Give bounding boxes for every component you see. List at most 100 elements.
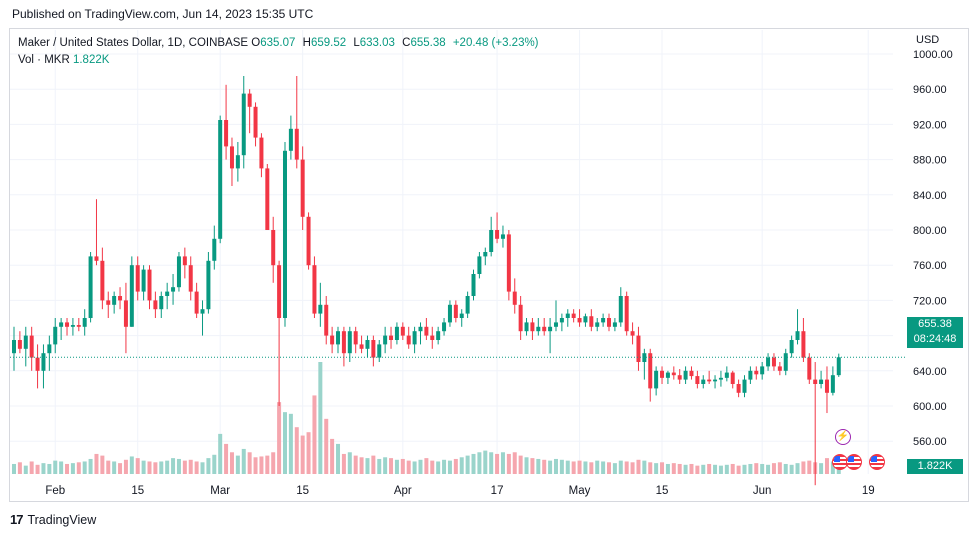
volume-bar (777, 462, 782, 474)
currency-label[interactable]: USD (916, 34, 940, 46)
candle-body (730, 372, 735, 384)
volume-bar (412, 461, 417, 474)
volume-bar (318, 362, 323, 474)
candle-body (294, 128, 299, 160)
candle-body (406, 335, 411, 345)
candle-body (795, 331, 800, 340)
price-tick-label: 1000.00 (913, 49, 953, 61)
volume-bar (459, 457, 464, 474)
candle-body (88, 256, 93, 318)
volume-bar (648, 462, 653, 474)
volume-bar (748, 463, 753, 474)
candle-body (182, 256, 187, 266)
footer-brand[interactable]: 17 TradingView (10, 512, 96, 527)
time-tick-label: May (569, 485, 591, 497)
volume-bar (229, 452, 234, 474)
volume-bar (442, 459, 447, 474)
candle-body (12, 340, 16, 354)
volume-bar (701, 464, 706, 474)
volume-bar (471, 453, 476, 474)
candle-body (65, 322, 70, 327)
candle-body (41, 353, 46, 371)
volume-bar (288, 413, 293, 474)
candle-body (571, 313, 576, 318)
volume-bar (200, 462, 205, 474)
candle-body (47, 344, 52, 354)
candle-body (506, 234, 511, 292)
symbol-title[interactable]: Maker / United States Dollar, 1D, COINBA… (18, 37, 249, 49)
volume-bar (76, 462, 81, 474)
candle-body (783, 353, 788, 371)
volume-bar (660, 462, 665, 474)
volume-bar (530, 458, 535, 474)
footer-brand-label: TradingView (27, 512, 97, 527)
us-flag-event-icon[interactable] (869, 454, 885, 470)
volume-bar (500, 452, 505, 474)
volume-bar (683, 464, 688, 474)
candle-body (176, 256, 181, 288)
candle-body (23, 335, 28, 349)
volume-bar (218, 433, 223, 474)
volume-bar (353, 455, 358, 474)
candle-body (807, 357, 812, 380)
candle-body (642, 353, 647, 362)
candle-body (648, 353, 653, 389)
candle-body (430, 335, 435, 340)
candle-body (70, 325, 75, 327)
volume-label[interactable]: Vol · MKR (18, 54, 70, 66)
candle-body (241, 93, 246, 156)
candle-body (530, 322, 535, 332)
candle-body (247, 93, 252, 107)
candle-body (324, 304, 329, 336)
candle-body (394, 326, 399, 340)
volume-bar (265, 455, 270, 474)
candle-body (82, 318, 87, 327)
candle-body (118, 296, 123, 301)
volume-bar (766, 464, 771, 474)
price-tick-label: 600.00 (913, 401, 947, 413)
us-flag-event-icon[interactable] (846, 454, 862, 470)
volume-bar (282, 412, 287, 474)
time-tick-label: 15 (656, 485, 669, 497)
candle-body (389, 335, 394, 340)
volume-bar (41, 463, 46, 474)
volume-bar (17, 462, 22, 474)
candle-body (612, 322, 617, 327)
candle-body (524, 322, 529, 332)
candle-body (683, 370, 688, 380)
candle-body (59, 322, 64, 327)
candle-body (695, 376, 700, 384)
candle-body (789, 340, 794, 354)
volume-bar (819, 463, 824, 474)
candle-body (459, 313, 464, 318)
candle-body (477, 256, 482, 274)
lightning-event-icon[interactable]: ⚡ (835, 429, 851, 445)
candle-body (718, 377, 723, 380)
volume-bar (277, 402, 282, 474)
chart-frame[interactable] (9, 28, 969, 502)
candle-body (194, 291, 199, 314)
volume-bar (65, 463, 70, 474)
high-value: 659.52 (310, 37, 347, 49)
volume-bar (624, 461, 629, 474)
volume-bar (176, 458, 181, 474)
candle-body (548, 326, 553, 332)
price-axis-ticks: 560.00600.00640.00680.00720.00760.00800.… (913, 49, 953, 448)
price-tick-label: 560.00 (913, 436, 947, 448)
volume-bar (100, 455, 105, 474)
candle-body (813, 379, 818, 384)
time-tick-label: 17 (491, 485, 504, 497)
volume-bar (742, 464, 747, 474)
time-tick-label: 15 (131, 485, 144, 497)
candle-body (565, 313, 570, 318)
candle-body (748, 370, 753, 380)
volume-bar (241, 448, 246, 474)
candle-body (271, 230, 276, 266)
candle-body (630, 331, 635, 336)
volume-bar (801, 461, 806, 474)
candles (12, 76, 841, 486)
volume-bar (135, 458, 140, 474)
candle-body (153, 300, 158, 310)
volume-bar (29, 461, 34, 474)
